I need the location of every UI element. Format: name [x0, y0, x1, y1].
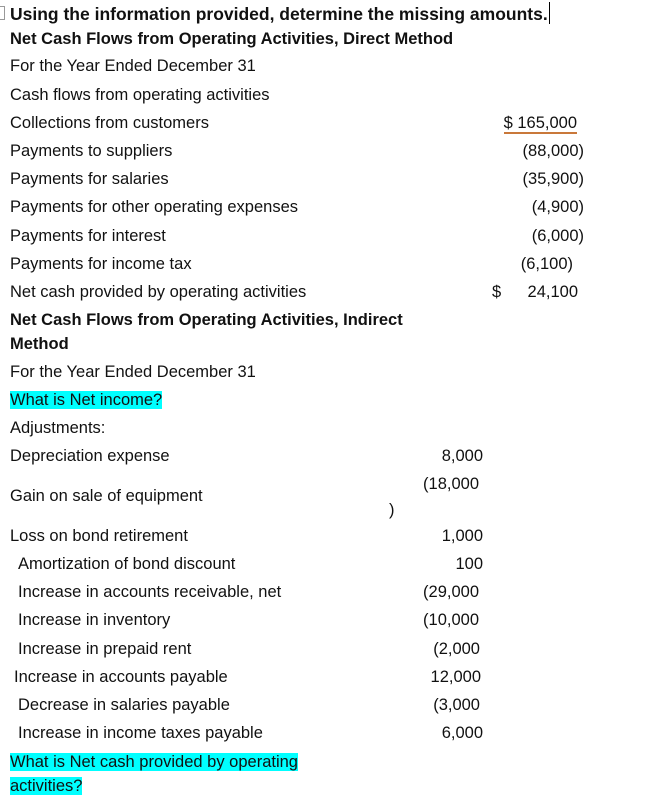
question-net-cash-cont: activities?: [10, 776, 83, 796]
direct-total-label: Net cash provided by operating activitie…: [10, 283, 307, 301]
direct-row-label: Payments for other operating expenses: [10, 198, 299, 216]
indirect-period: For the Year Ended December 31: [10, 363, 256, 381]
indirect-row-label: Gain on sale of equipment: [10, 487, 203, 505]
instruction-title: Using the information provided, determin…: [10, 2, 550, 24]
indirect-row-amount: (2,000: [433, 640, 480, 658]
direct-row-label: Payments to suppliers: [10, 142, 173, 160]
indirect-row-label: Depreciation expense: [10, 447, 170, 465]
direct-section: Cash flows from operating activities: [10, 86, 270, 104]
indirect-row-label: Loss on bond retirement: [10, 527, 188, 545]
direct-row-label: Payments for interest: [10, 227, 166, 245]
direct-total-currency: $: [492, 283, 502, 301]
indirect-row-amount: (3,000: [433, 696, 480, 714]
indirect-row-label: Increase in inventory: [18, 611, 171, 629]
paragraph-marker: [0, 6, 5, 20]
indirect-row-amount: 12,000: [430, 668, 481, 686]
direct-row-label: Payments for salaries: [10, 170, 169, 188]
highlighted-question: activities?: [10, 777, 83, 795]
indirect-row-amount: 8,000: [441, 447, 483, 465]
direct-row-amount: (35,900): [522, 170, 584, 188]
indirect-row-amount: 100: [455, 555, 483, 573]
text-cursor: [548, 2, 550, 24]
direct-row-label: Collections from customers: [10, 114, 209, 132]
indirect-row-amount: (10,000: [423, 611, 479, 629]
direct-row-amount: (6,000): [531, 227, 584, 245]
direct-row-amount: $ 165,000: [503, 113, 577, 134]
title-text: Using the information provided, determin…: [10, 4, 548, 24]
indirect-row-label: Increase in prepaid rent: [18, 640, 192, 658]
indirect-row-amount: (18,000: [423, 475, 479, 493]
indirect-row-amount: 1,000: [441, 527, 483, 545]
indirect-heading: Net Cash Flows from Operating Activities…: [10, 311, 403, 329]
question-net-cash: What is Net cash provided by operating: [10, 752, 298, 772]
indirect-row-label: Increase in income taxes payable: [18, 724, 263, 742]
indirect-heading-cont: Method: [10, 335, 69, 353]
question-net-income: What is Net income?: [10, 390, 163, 410]
indirect-row-amount: (29,000: [423, 583, 479, 601]
indirect-row-label: Decrease in salaries payable: [18, 696, 230, 714]
direct-total-amount: 24,100: [527, 283, 578, 301]
indirect-row-label: Increase in accounts receivable, net: [18, 583, 282, 601]
indirect-row-amount: 6,000: [441, 724, 483, 742]
underlined-amount: $ 165,000: [503, 114, 577, 134]
direct-row-label: Payments for income tax: [10, 255, 192, 273]
indirect-row-amount-cont: ): [389, 501, 395, 519]
highlighted-question: What is Net cash provided by operating: [10, 753, 298, 771]
indirect-row-label: Amortization of bond discount: [18, 555, 236, 573]
direct-row-amount: (4,900): [531, 198, 584, 216]
direct-period: For the Year Ended December 31: [10, 57, 256, 75]
direct-row-amount: (88,000): [522, 142, 584, 160]
direct-heading: Net Cash Flows from Operating Activities…: [10, 30, 454, 48]
indirect-row-label: Increase in accounts payable: [14, 668, 228, 686]
direct-row-amount: (6,100): [520, 255, 573, 273]
highlighted-question: What is Net income?: [10, 391, 163, 409]
adjustments-label: Adjustments:: [10, 419, 106, 437]
